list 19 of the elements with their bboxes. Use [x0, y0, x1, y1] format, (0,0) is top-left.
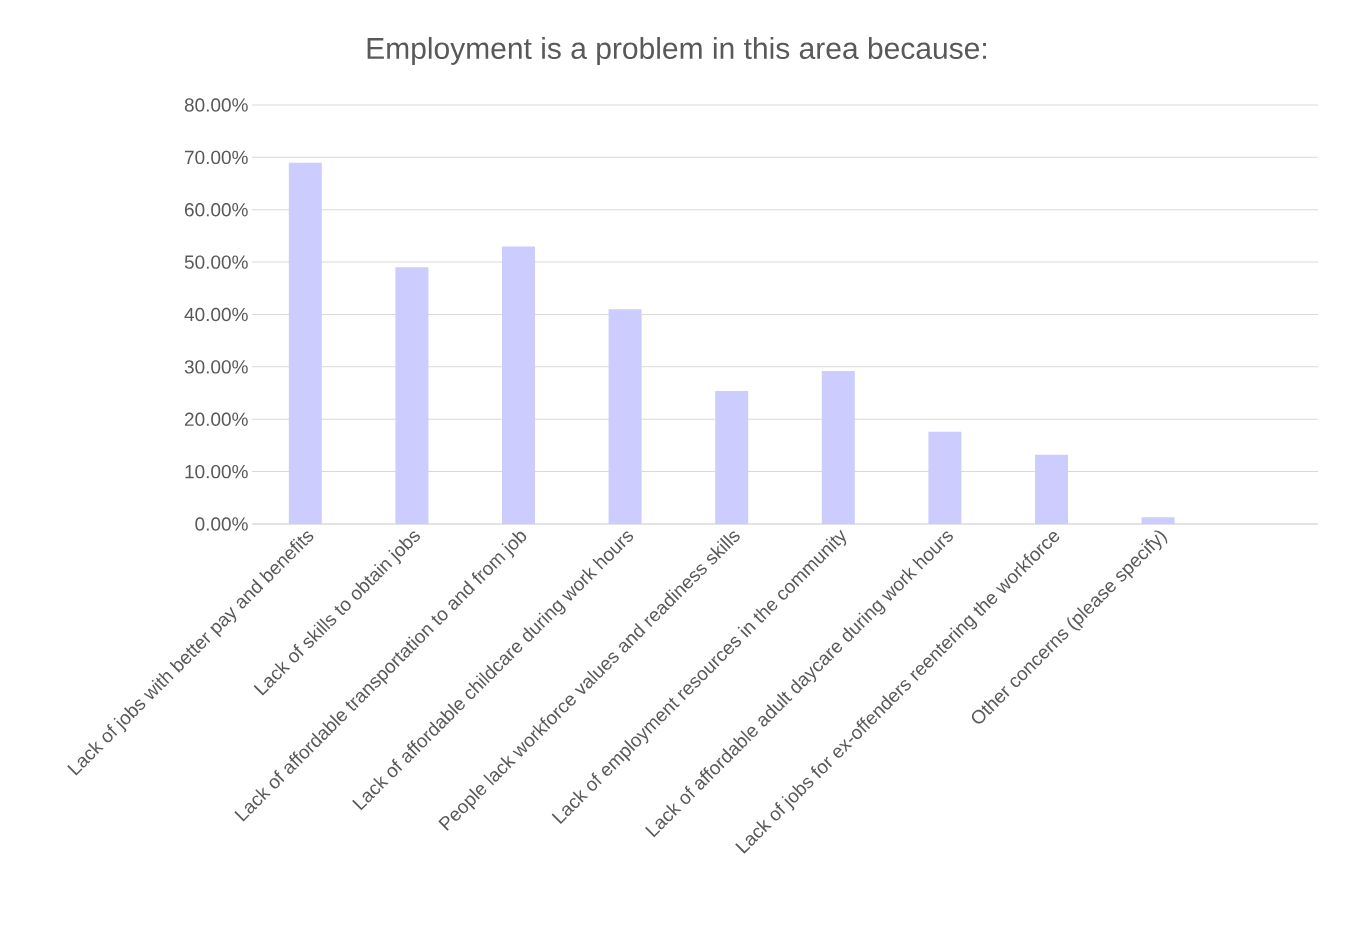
y-tick-label: 30.00%	[184, 360, 248, 374]
y-tick-label: 80.00%	[184, 98, 248, 112]
bar	[715, 390, 749, 524]
bar	[288, 162, 322, 524]
y-tick-label: 10.00%	[185, 464, 248, 479]
chart-title: Employment is a problem in this area because:	[367, 37, 986, 65]
y-tick-label: 20.00%	[184, 412, 248, 426]
y-tick-label: 0.00%	[195, 517, 248, 531]
y-tick-label: 40.00%	[184, 307, 248, 322]
y-tick-label: 50.00%	[184, 255, 248, 269]
bar	[1141, 517, 1175, 524]
bar	[395, 267, 429, 524]
bar	[821, 371, 855, 524]
bar	[608, 309, 642, 524]
y-tick-label: 60.00%	[184, 203, 248, 217]
bar	[502, 246, 535, 524]
bar	[1035, 454, 1068, 524]
bar	[928, 431, 962, 524]
y-tick-label: 70.00%	[185, 150, 248, 165]
